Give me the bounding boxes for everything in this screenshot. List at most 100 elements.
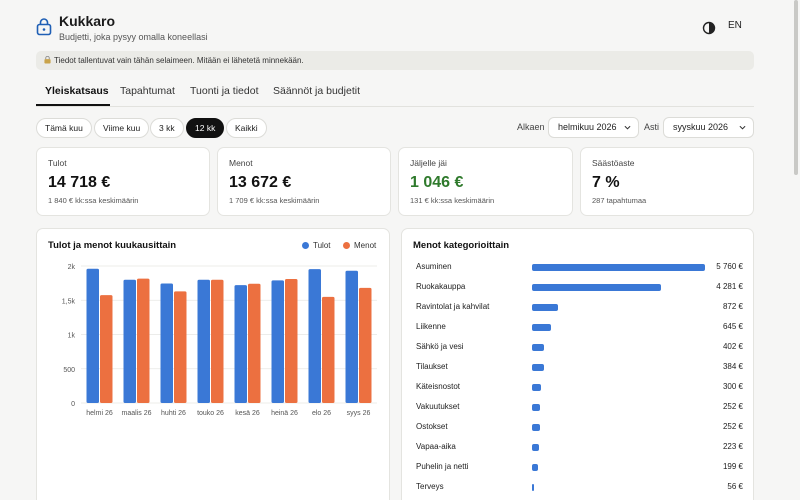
income-bar bbox=[86, 268, 99, 403]
card-note: 1 840 € kk:ssa keskimäärin bbox=[48, 196, 139, 205]
category-bar bbox=[532, 304, 559, 311]
income-bar bbox=[345, 270, 358, 403]
y-tick-label: 1,5k bbox=[62, 298, 76, 305]
legend-dot-icon bbox=[302, 242, 309, 249]
income-bar bbox=[234, 285, 247, 403]
income-bar bbox=[271, 280, 284, 403]
x-tick-label: huhti 26 bbox=[161, 410, 186, 417]
x-tick-label: kesä 26 bbox=[235, 410, 260, 417]
income-bar bbox=[308, 269, 321, 403]
expense-bar bbox=[100, 295, 113, 403]
chart-title: Tulot ja menot kuukausittain bbox=[48, 240, 177, 251]
tab-transactions[interactable]: Tapahtumat bbox=[120, 85, 175, 97]
category-name: Ravintolat ja kahvilat bbox=[416, 302, 490, 311]
category-value: 384 € bbox=[722, 362, 743, 371]
chart-title: Menot kategorioittain bbox=[413, 240, 510, 251]
monthly-chart-panel: Tulot ja menot kuukausittain Tulot Menot… bbox=[36, 228, 390, 500]
app-header: Kukkaro Budjetti, joka pysyy omalla kone… bbox=[36, 12, 764, 48]
category-row: Ostokset 252 € bbox=[402, 421, 755, 435]
category-bar bbox=[532, 284, 661, 291]
category-value: 872 € bbox=[722, 302, 743, 311]
privacy-notice: Tiedot tallentuvat vain tähän selaimeen.… bbox=[36, 51, 754, 70]
y-tick-label: 1k bbox=[68, 333, 76, 340]
period-3-months[interactable]: 3 kk bbox=[150, 118, 184, 138]
from-month-value: helmikuu 2026 bbox=[558, 122, 617, 132]
income-card: Tulot 14 718 € 1 840 € kk:ssa keskimääri… bbox=[36, 147, 210, 216]
category-value: 56 € bbox=[727, 482, 743, 491]
card-label: Menot bbox=[229, 158, 253, 168]
category-name: Vapaa-aika bbox=[416, 442, 456, 451]
category-value: 5 760 € bbox=[716, 262, 743, 271]
expense-bar bbox=[322, 296, 335, 403]
category-row: Ravintolat ja kahvilat 872 € bbox=[402, 301, 755, 315]
x-tick-label: maalis 26 bbox=[122, 410, 152, 417]
chevron-down-icon bbox=[624, 125, 631, 130]
expense-bar bbox=[137, 278, 150, 403]
savings-rate-card: Säästöaste 7 % 287 tapahtumaa bbox=[580, 147, 754, 216]
period-last-month[interactable]: Viime kuu bbox=[94, 118, 150, 138]
tab-overview[interactable]: Yleiskatsaus bbox=[45, 85, 109, 97]
category-row: Sähkö ja vesi 402 € bbox=[402, 341, 755, 355]
category-bar bbox=[532, 484, 534, 491]
x-tick-label: syys 26 bbox=[347, 410, 371, 417]
y-tick-label: 500 bbox=[63, 367, 75, 374]
category-bar bbox=[532, 384, 541, 391]
period-12-months[interactable]: 12 kk bbox=[186, 118, 225, 138]
expense-bar bbox=[174, 291, 187, 403]
category-name: Tilaukset bbox=[416, 362, 448, 371]
expense-bar bbox=[211, 279, 224, 403]
remaining-card: Jäljelle jäi 1 046 € 131 € kk:ssa keskim… bbox=[398, 147, 573, 216]
category-value: 402 € bbox=[722, 342, 743, 351]
category-name: Käteisnostot bbox=[416, 382, 461, 391]
monthly-bar-chart: 0 500 1k 1,5k 2k helmi 26 maalis 26 huhti 26 tou… bbox=[62, 264, 377, 417]
main-tabs: Yleiskatsaus Tapahtumat Tuonti ja tiedot… bbox=[36, 78, 754, 107]
category-row: Puhelin ja netti 199 € bbox=[402, 461, 755, 475]
from-month-select[interactable]: helmikuu 2026 bbox=[548, 117, 639, 138]
tab-rules-budgets[interactable]: Säännöt ja budjetit bbox=[273, 85, 360, 97]
to-label: Asti bbox=[644, 122, 660, 132]
y-tick-label: 0 bbox=[71, 401, 75, 408]
app-title: Kukkaro bbox=[59, 13, 116, 29]
category-name: Terveys bbox=[416, 482, 444, 491]
category-row: Vakuutukset 252 € bbox=[402, 401, 755, 415]
x-tick-label: touko 26 bbox=[197, 410, 224, 417]
category-bar bbox=[532, 264, 705, 271]
income-bar bbox=[160, 283, 173, 403]
legend-label: Menot bbox=[354, 241, 377, 250]
chevron-down-icon bbox=[739, 125, 746, 130]
expense-bar bbox=[359, 287, 372, 403]
category-name: Sähkö ja vesi bbox=[416, 342, 464, 351]
income-bar bbox=[197, 279, 210, 403]
app-subtitle: Budjetti, joka pysyy omalla koneellasi bbox=[59, 32, 208, 42]
expense-bar bbox=[248, 283, 261, 403]
category-value: 300 € bbox=[722, 382, 743, 391]
card-value: 13 672 € bbox=[229, 174, 292, 191]
period-this-month[interactable]: Tämä kuu bbox=[36, 118, 92, 138]
expenses-card: Menot 13 672 € 1 709 € kk:ssa keskimääri… bbox=[217, 147, 391, 216]
to-month-value: syyskuu 2026 bbox=[673, 122, 729, 132]
period-all[interactable]: Kaikki bbox=[226, 118, 267, 138]
category-value: 645 € bbox=[722, 322, 743, 331]
category-name: Ostokset bbox=[416, 422, 448, 431]
card-label: Tulot bbox=[48, 158, 67, 168]
legend-label: Tulot bbox=[313, 241, 331, 250]
active-tab-indicator bbox=[36, 104, 110, 106]
language-button[interactable]: EN bbox=[728, 20, 742, 31]
category-row: Ruokakauppa 4 281 € bbox=[402, 281, 755, 295]
theme-toggle-icon[interactable] bbox=[700, 20, 718, 36]
card-value: 7 % bbox=[592, 174, 620, 191]
category-name: Ruokakauppa bbox=[416, 282, 466, 291]
y-tick-label: 2k bbox=[68, 264, 76, 271]
category-row: Liikenne 645 € bbox=[402, 321, 755, 335]
card-label: Jäljelle jäi bbox=[410, 158, 447, 168]
to-month-select[interactable]: syyskuu 2026 bbox=[663, 117, 754, 138]
page-scrollbar[interactable] bbox=[794, 0, 798, 175]
category-list: Asuminen 5 760 € Ruokakauppa 4 281 € Ravinto… bbox=[402, 261, 755, 500]
category-value: 4 281 € bbox=[716, 282, 743, 291]
tab-import-data[interactable]: Tuonti ja tiedot bbox=[190, 85, 259, 97]
category-value: 252 € bbox=[722, 422, 743, 431]
legend-income: Tulot bbox=[302, 241, 331, 250]
category-row: Vapaa-aika 223 € bbox=[402, 441, 755, 455]
x-tick-label: heinä 26 bbox=[271, 410, 298, 417]
card-label: Säästöaste bbox=[592, 158, 635, 168]
